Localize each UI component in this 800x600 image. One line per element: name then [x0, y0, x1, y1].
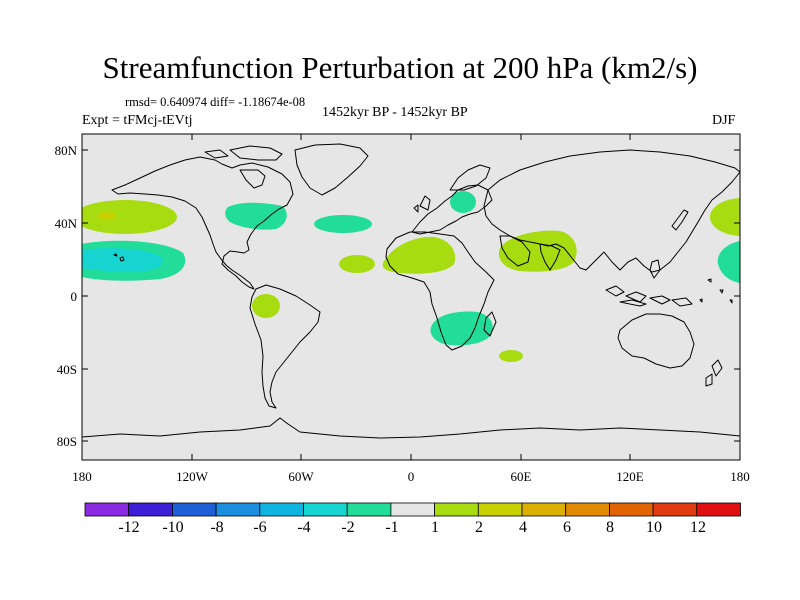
lon-label: 120W [176, 469, 209, 484]
lon-label: 0 [408, 469, 415, 484]
colorbar-label: -6 [253, 519, 266, 536]
coast-hudson-bay [239, 169, 266, 189]
anomaly-europe [450, 191, 476, 213]
colorbar-label: -8 [210, 519, 223, 536]
coast-british-isles [413, 195, 431, 213]
coast-japan [671, 209, 689, 231]
anomaly-fills [82, 191, 740, 362]
colorbar-label: 4 [519, 519, 527, 536]
season-label: DJF [712, 113, 736, 128]
colorbar-label: 10 [646, 519, 662, 536]
coast-australia [617, 313, 695, 369]
colorbar-swatch [434, 502, 479, 517]
colorbar-label: 8 [606, 519, 614, 536]
anomaly-tropical-pacific-west [717, 241, 740, 283]
colorbar-swatch [609, 502, 654, 517]
coast-arabia [499, 235, 531, 267]
coast-hawaii [113, 253, 125, 262]
anomaly-north-africa [382, 236, 456, 274]
colorbar-swatch [259, 502, 304, 517]
rmsd-text: rmsd= 0.640974 diff= -1.18674e-08 [125, 95, 306, 109]
colorbar [84, 502, 741, 517]
colorbar-swatch [652, 502, 698, 517]
coast-philippines [649, 259, 661, 279]
colorbar-label: -12 [118, 519, 139, 536]
lat-label: 40N [55, 216, 78, 231]
anomaly-north-pacific-east [82, 200, 177, 234]
lat-tick-marks [82, 149, 740, 442]
lon-label: 120E [616, 469, 644, 484]
coast-europe [411, 184, 493, 235]
coast-asia [483, 149, 740, 273]
colorbar-swatch [521, 502, 567, 517]
anomaly-north-pacific-west [710, 198, 740, 236]
colorbar-label: -2 [341, 519, 354, 536]
colorbar-swatch [128, 502, 173, 517]
colorbar-label: 6 [563, 519, 571, 536]
lat-label: 0 [71, 289, 78, 304]
colorbar-label: 1 [431, 519, 439, 536]
coast-india [539, 243, 561, 271]
colorbar-swatch [303, 502, 348, 517]
colorbar-labels: -12 -10 -8 -6 -4 -2 -1 1 2 4 6 8 10 12 [118, 519, 706, 536]
colorbar-label: -1 [385, 519, 398, 536]
lon-label: 60W [288, 469, 314, 484]
coast-madagascar [483, 311, 497, 337]
colorbar-swatch [565, 502, 610, 517]
colorbar-swatch [346, 502, 392, 517]
lon-label: 60E [511, 469, 532, 484]
anomaly-east-north-america [225, 202, 287, 230]
anomaly-india [498, 230, 577, 272]
plot-title: Streamfunction Perturbation at 200 hPa (… [102, 50, 698, 85]
period-label: 1452kyr BP - 1452kyr BP [322, 105, 468, 120]
coast-indonesia [605, 285, 693, 307]
anomaly-north-atlantic [314, 215, 372, 233]
coast-greenland [294, 143, 369, 196]
lat-label: 80N [55, 143, 78, 158]
colorbar-swatch [390, 502, 435, 517]
colorbar-label: -10 [162, 519, 183, 536]
colorbar-swatch [84, 502, 130, 517]
lat-label: 80S [57, 434, 77, 449]
colorbar-swatch [215, 502, 261, 517]
lat-label: 40S [57, 362, 77, 377]
lon-tick-marks [81, 134, 741, 460]
colorbar-swatch [696, 502, 741, 517]
anomaly-tropical-atlantic [339, 255, 375, 273]
coast-africa [385, 231, 495, 351]
coast-south-america [249, 284, 321, 409]
anomaly-north-pacific-east-core [98, 212, 116, 220]
colorbar-label: 2 [475, 519, 483, 536]
coast-north-america [111, 156, 294, 290]
colorbar-swatch [477, 502, 523, 517]
coast-scandinavia [449, 164, 491, 191]
coastlines [82, 143, 740, 439]
colorbar-label: 12 [690, 519, 706, 536]
anomaly-south-america [252, 294, 280, 318]
coast-pacific-dots [699, 278, 733, 304]
lon-label: 180 [730, 469, 750, 484]
colorbar-swatch [171, 502, 217, 517]
coast-arctic-islands [204, 145, 283, 161]
lon-label: 180 [72, 469, 92, 484]
coast-new-zealand [705, 359, 723, 387]
anomaly-south-indian-ocean [499, 350, 523, 362]
coast-antarctica [82, 417, 740, 439]
anomaly-southern-africa [430, 311, 493, 346]
colorbar-label: -4 [297, 519, 310, 536]
experiment-label: Expt = tFMcj-tEVtj [82, 113, 193, 128]
map-background [82, 134, 740, 460]
